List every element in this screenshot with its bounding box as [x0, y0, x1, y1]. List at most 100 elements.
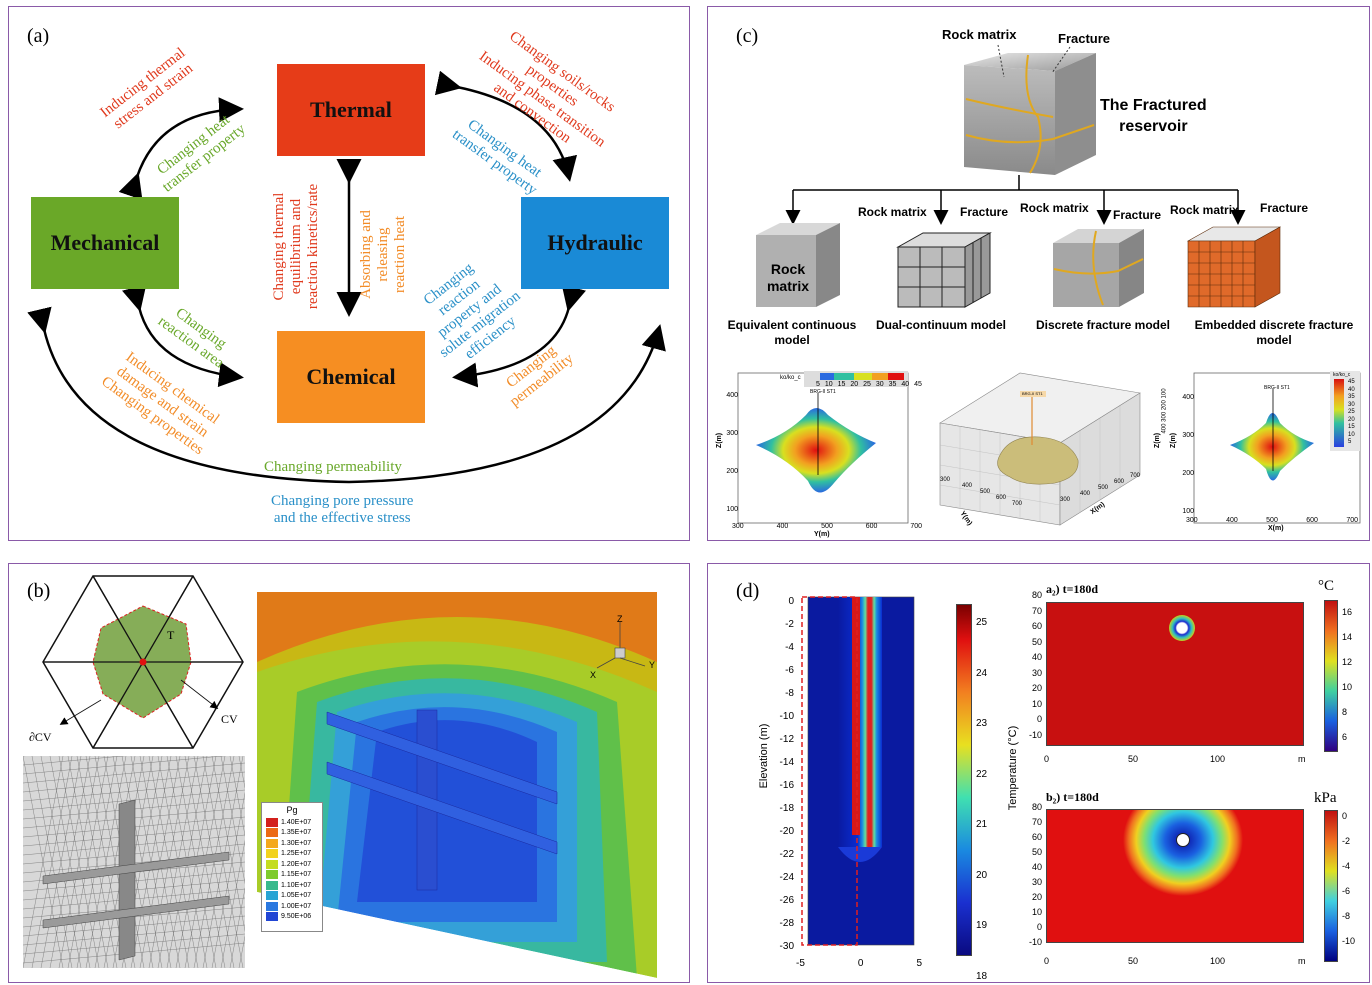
thermal-box: Thermal	[277, 64, 425, 156]
legend-swatch	[266, 838, 278, 848]
model3-name: Discrete fracture model	[1035, 318, 1171, 332]
legend-row: 1.00E+07	[262, 901, 322, 912]
panel-b-label: (b)	[27, 580, 51, 602]
legend-value: 1.35E+07	[281, 829, 312, 837]
legend-swatch	[266, 817, 278, 827]
plot1-xticks: 300 400 500 600 700	[732, 523, 922, 530]
temperature-column-plot	[801, 596, 915, 946]
legend-value: 1.15E+07	[281, 871, 312, 879]
legend-swatch	[266, 880, 278, 890]
cv-label: CV	[221, 712, 238, 726]
t-label: T	[167, 628, 175, 642]
plot2-ticks-right: 700 600 500 400 300	[1060, 473, 1141, 503]
plot1-cb-ticks: 5 10 15 20 25 30 35 40 45	[816, 381, 922, 388]
plot3-cb-label: ko/ko_c	[1333, 372, 1351, 378]
legend-swatch	[266, 870, 278, 880]
plot2-ticks-left: 300 400 500 600 700	[940, 477, 1023, 507]
plot3-xlabel: X(m)	[1268, 525, 1284, 532]
fractured-reservoir-block	[756, 44, 1282, 308]
legend-swatch	[266, 828, 278, 838]
col-xticks: -5 0 5	[796, 958, 922, 969]
legend-swatch	[266, 901, 278, 911]
legend-swatch	[266, 912, 278, 922]
legend-value: 1.05E+07	[281, 892, 312, 900]
fractured-reservoir-title: The Fractured reservoir	[1100, 97, 1207, 135]
legend-row: 1.35E+07	[262, 828, 322, 839]
plot3-xticks: 300 400 500 600 700	[1186, 517, 1358, 524]
embedded-discrete-fracture-cube	[1186, 226, 1282, 308]
a2-title: a₂) t=180d	[1046, 582, 1099, 596]
dcv-label: ∂CV	[29, 730, 52, 744]
panel-a: (a) Thermal Hydraulic Mechanical Chemica…	[8, 6, 690, 541]
permeability-plot-3	[1193, 371, 1361, 524]
panel-b: (b) T CV ∂CV	[8, 563, 690, 983]
b2-colorbar	[1324, 810, 1338, 962]
a2-yticks: 80 70 60 50 40 30 20 10 0 -10	[1028, 590, 1042, 740]
b2-cb-ticks: 0 -2 -4 -6 -8 -10	[1342, 811, 1356, 946]
model3-fracture-label: Fracture	[1113, 208, 1162, 222]
a2-unit: °C	[1318, 578, 1335, 594]
legend-row: 1.05E+07	[262, 891, 322, 902]
plot1-yticks: 400 300 200 100	[726, 392, 738, 513]
panel-a-arrows	[27, 70, 666, 484]
b2-yticks: 80 70 60 50 40 30 20 10 0 -10	[1028, 802, 1042, 947]
legend-value: 9.50E+06	[281, 913, 312, 921]
model2-name: Dual-continuum model	[876, 318, 1006, 332]
model4-rock-label: Rock matrix	[1170, 203, 1239, 217]
axis-y-label: Y	[649, 660, 656, 670]
legend-value: 1.25E+07	[281, 850, 312, 858]
temperature-cb-ticks: 25 24 23 22 21 20 19 18	[976, 617, 988, 982]
a2-plot	[1046, 602, 1304, 746]
panel-a-label: (a)	[27, 25, 50, 47]
legend-value: 1.40E+07	[281, 818, 312, 826]
pressure-contour-3d	[257, 592, 657, 978]
plot3-yticks: 400 300 200 100	[1182, 394, 1194, 515]
mh-blue-text: Changing pore pressure and the effective …	[271, 493, 414, 526]
tc-red-text: Changing thermal equilibrium and reaction …	[271, 183, 322, 310]
model4-name: Embedded discrete fracture model	[1194, 318, 1354, 347]
col-yticks: 0 -2 -4 -6 -8 -10 -12 -14 -16 -18 -20 -22 -24 -26 -28-…	[779, 596, 794, 952]
model3-rock-label: Rock matrix	[1020, 201, 1089, 215]
plot3-cb-ticks: 45 40 35 30 25 20 15 10 5	[1348, 379, 1355, 445]
hydraulic-box: Hydraulic	[521, 197, 669, 289]
b2-plot	[1046, 809, 1304, 943]
panel-d-label: (d)	[736, 580, 760, 602]
dual-continuum-cube	[896, 232, 992, 308]
plot3-ylabel: Z(m)	[1170, 432, 1178, 449]
pressure-legend: Pg 1.40E+07 1.35E+07 1.30E+07 1.25E+07 1.20E…	[261, 802, 323, 932]
panel-d: (d) Elevation (m) 0 -2 -4 -6 -8 -10 -12 -14 -16-…	[707, 563, 1370, 983]
b2-hole	[1176, 833, 1190, 847]
plot1-cb-label: ko/ko_c	[780, 375, 801, 381]
mesh-image	[23, 756, 245, 968]
plot1-ylabel: Z(m)	[716, 432, 724, 449]
model1-name: Equivalent continuous model	[727, 318, 857, 347]
legend-row: 1.10E+07	[262, 880, 322, 891]
plot1-well: BRG-II ST1	[810, 389, 836, 395]
b2-title: b₂) t=180d	[1046, 790, 1099, 804]
permeability-plot-1	[737, 371, 909, 524]
legend-value: 1.20E+07	[281, 860, 312, 868]
legend-swatch	[266, 891, 278, 901]
panel-c: (c)	[707, 6, 1370, 541]
temperature-colorbar	[956, 604, 972, 956]
temperature-cb-label: Temperature (°C)	[1007, 725, 1019, 811]
axis-x-label: X	[590, 670, 597, 680]
legend-row: 1.40E+07	[262, 817, 322, 828]
legend-swatch	[266, 859, 278, 869]
plot3-well: BRG-II ST1	[1264, 385, 1290, 391]
legend-row: 1.15E+07	[262, 870, 322, 881]
tc-orange-text: Absorbing and releasing reaction heat	[357, 210, 408, 299]
legend-value: 1.00E+07	[281, 902, 312, 910]
mh-green-text: Changing permeability	[264, 459, 402, 475]
b2-unit: kPa	[1314, 790, 1337, 806]
plot2-well: BRG-II ST1	[1022, 391, 1043, 396]
a2-cb-ticks: 16 14 12 10 8 6	[1342, 607, 1353, 742]
a2-colorbar	[1324, 600, 1338, 752]
legend-row: 1.25E+07	[262, 849, 322, 860]
legend-value: 1.10E+07	[281, 881, 312, 889]
panel-c-label: (c)	[736, 25, 759, 47]
model2-fracture-label: Fracture	[960, 205, 1009, 219]
permeability-plot-3d	[939, 372, 1141, 526]
plot2-zlabel: Z(m)	[1154, 432, 1162, 449]
model2-rock-label: Rock matrix	[858, 205, 927, 219]
